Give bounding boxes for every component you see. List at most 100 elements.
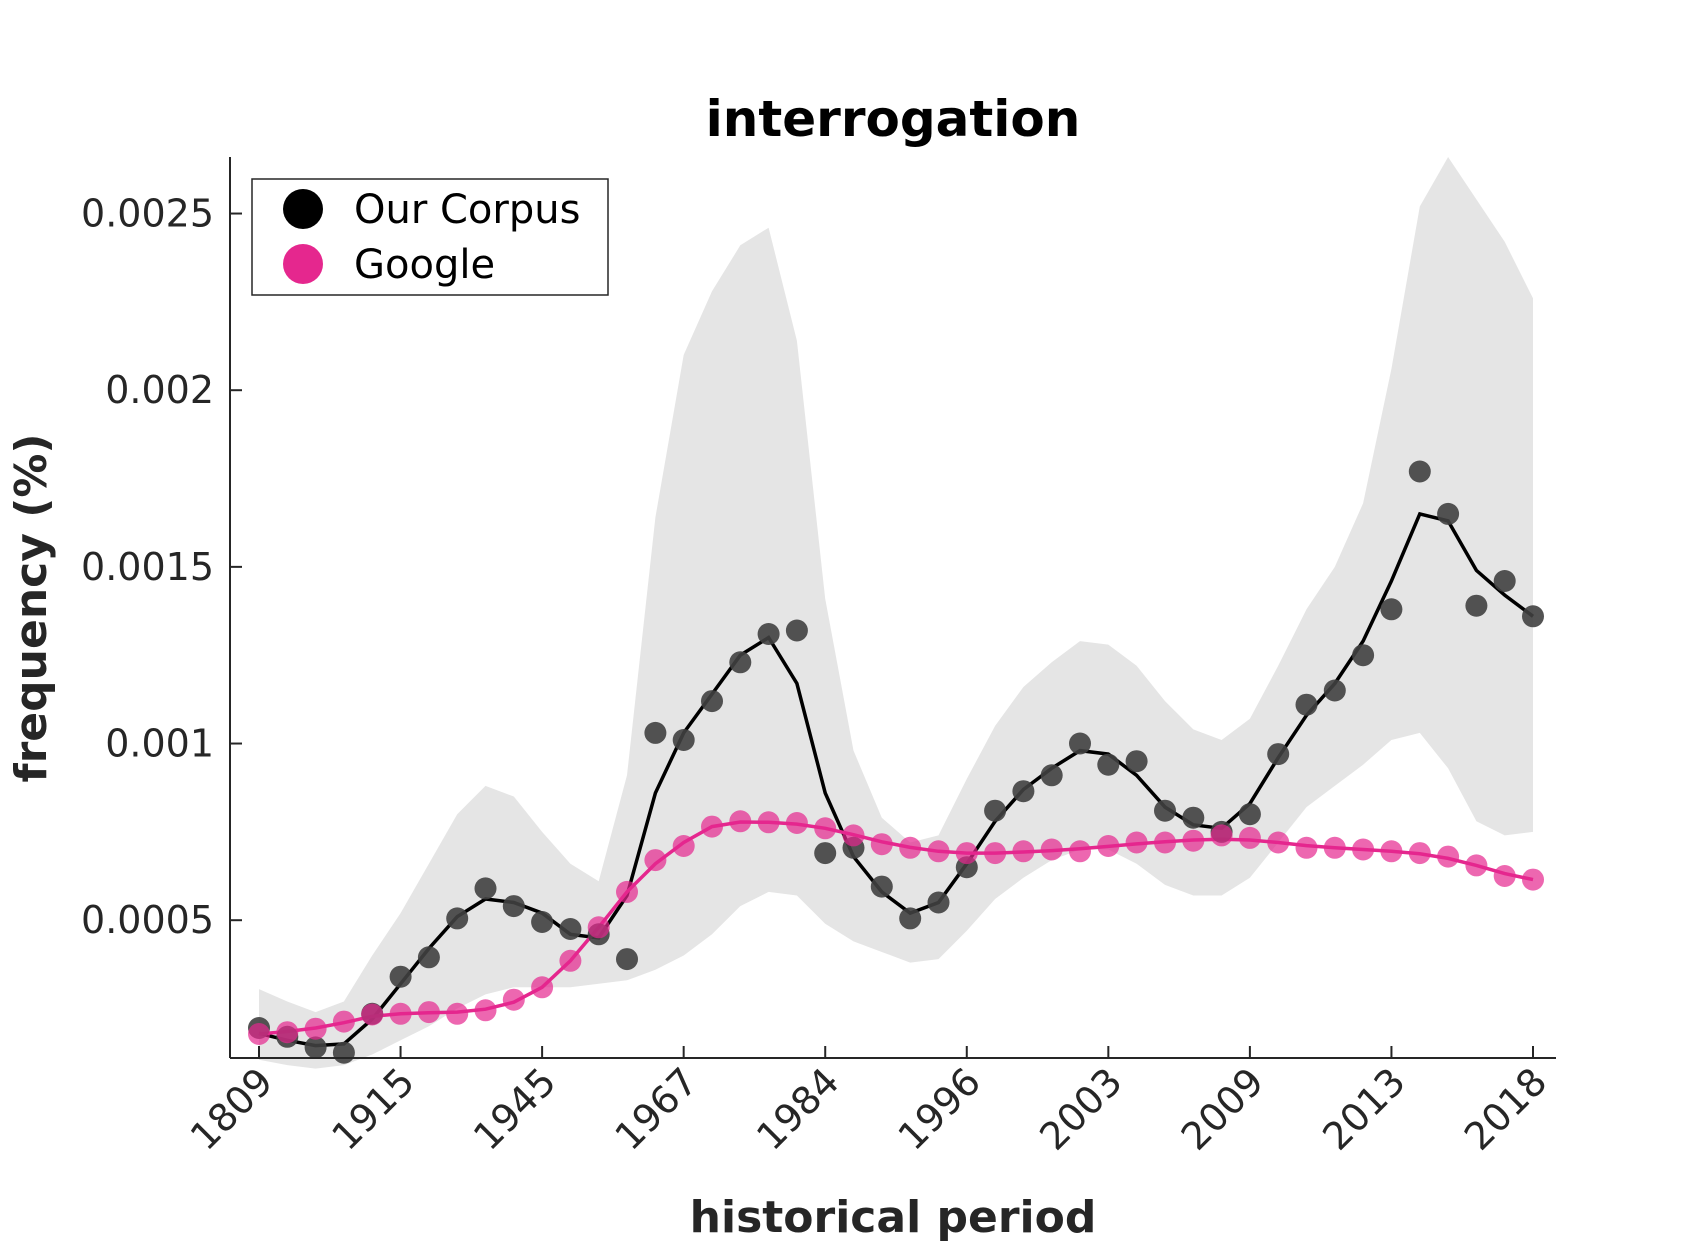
legend-label-google: Google <box>354 242 495 288</box>
our-corpus-point <box>927 891 950 914</box>
google-point <box>1012 840 1035 863</box>
our-corpus-point <box>474 877 497 900</box>
our-corpus-point <box>1352 644 1375 667</box>
y-tick-label: 0.0015 <box>81 545 214 589</box>
google-point <box>276 1021 299 1044</box>
our-corpus-point <box>531 911 554 933</box>
x-tick-label: 1809 <box>182 1059 282 1159</box>
google-point <box>1154 831 1176 854</box>
google-point <box>1408 842 1431 865</box>
google-point <box>701 815 723 838</box>
google-point <box>955 842 978 865</box>
google-line-layer <box>258 820 1534 1036</box>
our-corpus-point <box>672 729 695 751</box>
our-corpus-point <box>757 623 780 645</box>
our-corpus-point <box>1437 502 1460 525</box>
legend-marker-google <box>283 244 323 284</box>
google-point <box>1097 835 1120 857</box>
y-tick-label: 0.0025 <box>81 192 214 236</box>
google-point <box>842 824 865 847</box>
our-corpus-point <box>899 907 922 930</box>
x-tick-label: 1967 <box>607 1059 707 1159</box>
google-point <box>1323 836 1346 859</box>
google-point <box>814 817 837 840</box>
x-ticks: 1809 1915 1945 1967 1984 1996 2003 2009 2013 2018 <box>182 1046 1556 1159</box>
google-point <box>757 811 780 834</box>
x-axis-label: historical period <box>690 1192 1097 1243</box>
google-point <box>1210 824 1233 847</box>
google-point <box>559 949 582 972</box>
google-point <box>1380 840 1403 863</box>
x-tick-label: 1996 <box>890 1059 990 1159</box>
google-point <box>644 849 667 872</box>
our-corpus-point <box>1267 743 1290 766</box>
our-corpus-point <box>1465 594 1488 617</box>
x-tick-label: 2003 <box>1031 1059 1131 1159</box>
google-point <box>1069 840 1091 863</box>
google-point <box>389 1002 412 1025</box>
x-tick-label: 1945 <box>465 1059 565 1159</box>
our-corpus-point <box>1493 570 1516 592</box>
google-point <box>1182 829 1205 852</box>
our-corpus-point <box>729 651 752 674</box>
google-point <box>785 812 808 834</box>
google-trend-line <box>258 820 1534 1036</box>
our-corpus-point <box>1380 598 1403 621</box>
y-tick-label: 0.0005 <box>81 898 214 942</box>
our-corpus-point <box>1040 764 1063 787</box>
chart-title: interrogation <box>706 90 1081 148</box>
google-point <box>1465 854 1488 877</box>
our-corpus-point <box>984 799 1007 822</box>
google-point <box>587 916 610 939</box>
google-point <box>729 810 752 833</box>
google-point <box>899 836 922 859</box>
y-ticks: 0.0005 0.001 0.0015 0.002 0.0025 <box>81 192 242 942</box>
our-corpus-point <box>304 1036 327 1059</box>
our-corpus-point <box>1097 753 1120 776</box>
x-tick-label: 2018 <box>1456 1059 1556 1159</box>
google-point <box>361 1003 384 1026</box>
corpus-line-layer <box>258 511 1535 1048</box>
x-tick-label: 1915 <box>323 1059 423 1159</box>
google-point <box>1125 831 1148 854</box>
our-corpus-point <box>1295 693 1318 716</box>
google-point <box>332 1010 355 1033</box>
our-corpus-point <box>446 907 469 930</box>
google-point <box>502 988 525 1011</box>
our-corpus-point <box>1238 803 1261 826</box>
our-corpus-point <box>1012 780 1035 803</box>
our-corpus-point <box>332 1041 355 1064</box>
our-corpus-point <box>644 721 667 744</box>
legend-marker-our-corpus <box>283 189 323 229</box>
our-corpus-point <box>417 946 440 969</box>
legend: Our Corpus Google <box>251 178 609 296</box>
our-corpus-point <box>870 875 893 898</box>
google-point <box>870 833 893 856</box>
our-corpus-point <box>1323 679 1346 702</box>
our-corpus-point <box>1522 605 1544 628</box>
our-corpus-point <box>701 690 723 713</box>
google-point <box>304 1017 327 1040</box>
our-corpus-point <box>559 918 582 940</box>
our-corpus-point <box>616 948 638 971</box>
axes <box>229 157 1556 1059</box>
x-tick-label: 1984 <box>748 1059 848 1159</box>
google-point <box>1238 826 1261 849</box>
y-tick-label: 0.001 <box>105 722 214 766</box>
google-point <box>1352 838 1375 861</box>
google-point <box>1295 836 1318 859</box>
google-point <box>616 880 638 903</box>
google-point <box>984 842 1007 865</box>
our-corpus-point <box>1125 750 1148 773</box>
google-point <box>446 1002 469 1025</box>
google-points-layer <box>248 810 1544 1045</box>
google-point <box>672 835 695 857</box>
our-corpus-point <box>1154 799 1176 822</box>
google-point <box>1522 868 1544 891</box>
y-tick-label: 0.002 <box>105 368 214 412</box>
our-corpus-point <box>1408 460 1431 483</box>
legend-label-our-corpus: Our Corpus <box>354 187 580 233</box>
our-corpus-point <box>785 619 808 642</box>
our-corpus-point <box>502 895 525 918</box>
